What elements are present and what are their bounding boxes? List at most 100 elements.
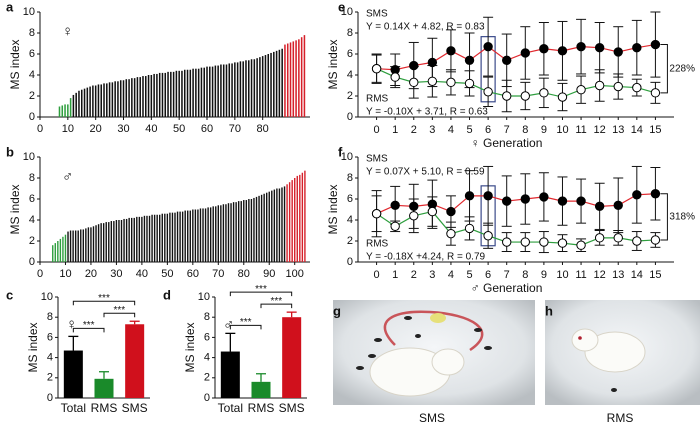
- y-tick-label: 10: [341, 151, 353, 163]
- x-tick-label: 3: [429, 269, 435, 281]
- y-axis-label: MS index: [26, 322, 40, 372]
- y-tick-label: 6: [347, 193, 353, 205]
- bar: [295, 40, 297, 117]
- bar: [139, 77, 141, 117]
- bar: [111, 82, 114, 117]
- x-tick-label: 4: [448, 269, 454, 281]
- bar: [301, 172, 304, 262]
- bar: [286, 43, 289, 117]
- bar: [83, 88, 86, 117]
- x-tick-label: 12: [594, 269, 606, 281]
- bar: [118, 220, 120, 262]
- bar: [273, 51, 275, 117]
- x-tick-label: 1: [392, 269, 398, 281]
- x-tick-label: 15: [649, 124, 661, 136]
- bar: [228, 63, 231, 117]
- bar: [95, 225, 97, 262]
- significance-label: ***: [113, 305, 125, 316]
- bar: [179, 211, 181, 262]
- y-tick-label: 2: [347, 235, 353, 247]
- bar: [94, 378, 114, 398]
- bar: [120, 220, 123, 262]
- significance-bracket: [260, 303, 293, 309]
- bar: [267, 54, 270, 117]
- photo-caption: SMS: [419, 411, 445, 425]
- marker: [446, 77, 456, 88]
- x-tick-label: 70: [229, 123, 241, 135]
- x-tick-label: 80: [238, 268, 250, 280]
- bar: [108, 222, 110, 262]
- bar: [138, 216, 141, 262]
- bar: [175, 70, 178, 117]
- bar: [145, 76, 147, 117]
- significance-label: ***: [255, 284, 267, 295]
- marker: [632, 190, 642, 200]
- significance-label: ***: [270, 296, 282, 307]
- bar: [123, 218, 125, 262]
- y-tick-label: 10: [341, 6, 353, 18]
- bar: [80, 89, 83, 117]
- series-label: RMS: [366, 239, 389, 250]
- bar: [75, 92, 77, 117]
- bar: [222, 64, 225, 117]
- marker: [576, 196, 586, 206]
- bar: [67, 104, 69, 117]
- fit-equation: Y = 0.07X + 5.10, R = 0.59: [366, 167, 485, 178]
- panel-letter: e: [338, 0, 345, 14]
- y-tick-label: 10: [41, 291, 53, 303]
- y-tick-label: 0: [204, 392, 210, 404]
- x-tick-label: 2: [411, 269, 417, 281]
- bar: [133, 217, 135, 262]
- x-tick-label: 10: [59, 268, 71, 280]
- series-line: [376, 193, 656, 215]
- x-tick-label: 40: [145, 123, 157, 135]
- x-tick-label: 20: [85, 268, 97, 280]
- bar: [86, 87, 89, 117]
- x-tick-label: 12: [594, 124, 606, 136]
- significance-bracket: [72, 327, 105, 333]
- marker: [371, 64, 382, 74]
- mouse-eye: [578, 336, 582, 340]
- marker: [613, 81, 623, 92]
- bar: [211, 66, 214, 117]
- x-tick-label: 11: [575, 269, 586, 281]
- bar: [153, 73, 155, 117]
- x-tick-label: 0: [374, 269, 380, 281]
- bar: [114, 81, 116, 117]
- y-tick-label: 0: [47, 392, 53, 404]
- marker: [613, 200, 623, 211]
- mouse-body: [584, 331, 646, 373]
- x-tick-label: 6: [485, 124, 491, 136]
- bar: [80, 229, 82, 262]
- bar: [289, 42, 292, 118]
- bar: [230, 203, 232, 262]
- significance-label: ***: [83, 320, 95, 331]
- marker: [594, 80, 605, 91]
- bar: [64, 104, 66, 117]
- x-tick-label: 7: [504, 124, 510, 136]
- bar: [108, 82, 111, 117]
- panel-letter: b: [6, 144, 14, 159]
- bar: [283, 186, 286, 262]
- bar: [189, 210, 191, 262]
- marker: [409, 60, 419, 71]
- series-line: [376, 43, 656, 71]
- y-tick-label: 4: [29, 69, 35, 81]
- sex-symbol: ♀: [66, 316, 77, 333]
- x-axis-label: ♀ Generation: [471, 136, 543, 150]
- bar: [69, 230, 72, 262]
- bar: [286, 184, 288, 262]
- bar: [197, 68, 200, 117]
- panel-letter: c: [6, 287, 13, 302]
- marker: [576, 85, 586, 95]
- mouse-head: [571, 328, 599, 352]
- bar: [133, 78, 136, 117]
- bar: [156, 73, 158, 117]
- bar: [268, 191, 270, 262]
- panel-letter: h: [545, 303, 553, 318]
- bar: [151, 214, 153, 262]
- x-tick-label: 8: [522, 124, 528, 136]
- bar: [82, 229, 85, 262]
- bar: [186, 69, 189, 117]
- bar: [128, 79, 130, 117]
